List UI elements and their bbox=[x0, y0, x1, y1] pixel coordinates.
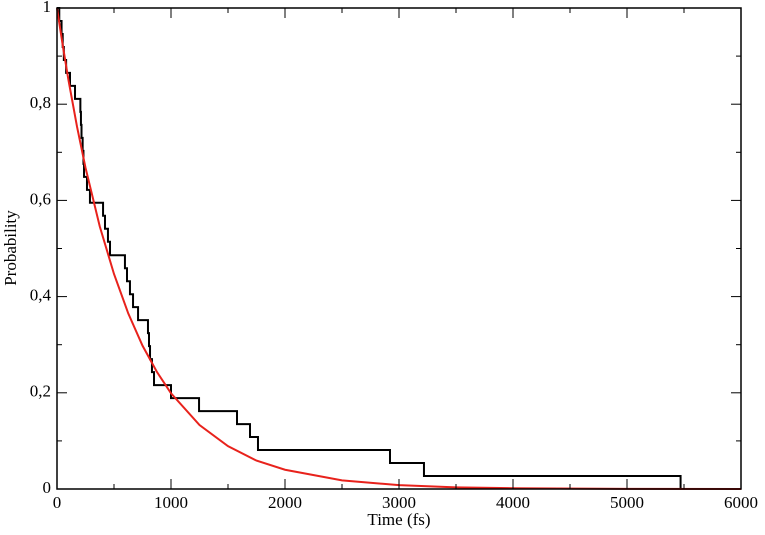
x-tick-label: 6000 bbox=[724, 493, 758, 512]
y-tick-label: 1 bbox=[43, 0, 52, 16]
y-tick-label: 0,8 bbox=[30, 93, 51, 112]
x-axis-label: Time (fs) bbox=[367, 510, 430, 529]
x-tick-label: 0 bbox=[53, 493, 62, 512]
fit-line bbox=[56, 7, 742, 490]
y-axis-label: Probability bbox=[1, 210, 20, 286]
plot-frame bbox=[56, 7, 742, 490]
x-tick-label: 2000 bbox=[268, 493, 302, 512]
y-tick-label: 0,6 bbox=[30, 189, 51, 208]
y-tick-label: 0 bbox=[43, 478, 52, 497]
x-tick-label: 5000 bbox=[610, 493, 644, 512]
x-tick-label: 3000 bbox=[382, 493, 416, 512]
y-tick-label: 0,4 bbox=[30, 286, 52, 305]
x-tick-label: 4000 bbox=[496, 493, 530, 512]
step-line bbox=[57, 7, 682, 489]
y-tick-label: 0,2 bbox=[30, 382, 51, 401]
x-tick-label: 1000 bbox=[154, 493, 188, 512]
